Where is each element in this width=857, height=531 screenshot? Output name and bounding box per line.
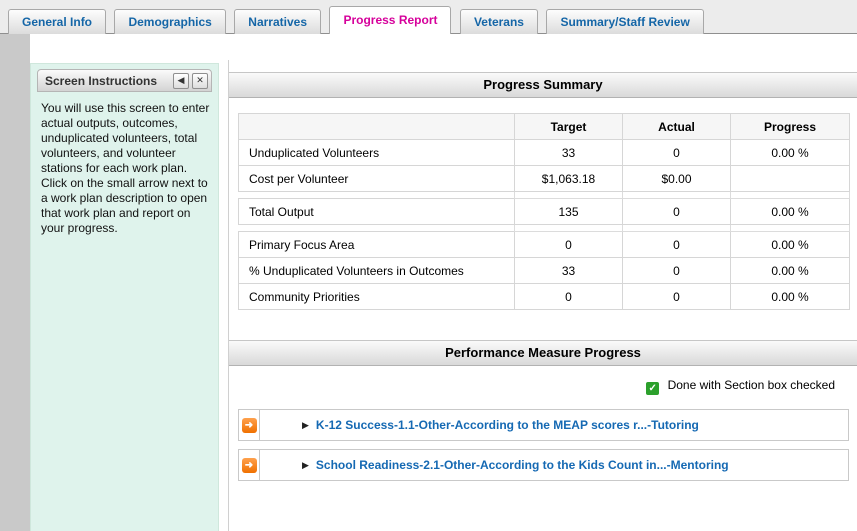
screen-instructions-title: Screen Instructions <box>45 73 158 88</box>
column-actual: Actual <box>622 113 731 140</box>
progress-cell <box>730 165 850 192</box>
performance-measure-content: ▶ School Readiness-2.1-Other-According t… <box>260 450 848 480</box>
target-cell: 33 <box>514 257 623 284</box>
progress-summary-table: Target Actual Progress Unduplicated Volu… <box>238 113 850 310</box>
tab-bar: General Info Demographics Narratives Pro… <box>0 0 857 34</box>
tab-label: Progress Report <box>343 13 438 27</box>
progress-cell: 0.00 % <box>730 198 850 225</box>
actual-cell: 0 <box>622 231 731 258</box>
target-cell: 33 <box>514 139 623 166</box>
tab-demographics[interactable]: Demographics <box>114 9 226 34</box>
table-row: Primary Focus Area 0 0 0.00 % <box>238 231 850 258</box>
goto-arrow-icon[interactable]: ➜ <box>241 417 257 433</box>
actual-cell: 0 <box>622 139 731 166</box>
performance-measure-title: Performance Measure Progress <box>445 345 641 360</box>
actual-cell: 0 <box>622 198 731 225</box>
table-row: Unduplicated Volunteers 33 0 0.00 % <box>238 139 850 166</box>
tab-general-info[interactable]: General Info <box>8 9 107 34</box>
expand-arrow-icon[interactable]: ▶ <box>302 419 309 430</box>
left-gutter <box>0 34 30 531</box>
progress-cell: 0.00 % <box>730 231 850 258</box>
goto-arrow-icon[interactable]: ➜ <box>241 457 257 473</box>
performance-measure-content: ▶ K-12 Success-1.1-Other-According to th… <box>260 410 848 440</box>
progress-cell: 0.00 % <box>730 257 850 284</box>
checked-checkbox-icon: ✓ <box>646 382 660 395</box>
performance-measure-link[interactable]: K-12 Success-1.1-Other-According to the … <box>315 418 699 432</box>
row-label-cell: Community Priorities <box>238 283 515 310</box>
performance-measure-row[interactable]: ➜ ▶ School Readiness-2.1-Other-According… <box>238 449 849 481</box>
progress-cell: 0.00 % <box>730 283 850 310</box>
main-panel: Progress Summary Target Actual Progress … <box>228 60 857 531</box>
table-row: Total Output 135 0 0.00 % <box>238 198 850 225</box>
tab-label: Demographics <box>128 15 212 29</box>
tab-label: Veterans <box>473 15 524 29</box>
row-label-cell: Primary Focus Area <box>238 231 515 258</box>
close-panel-button[interactable]: ✕ <box>192 72 208 89</box>
legend-text: Done with Section box checked <box>667 378 835 392</box>
tab-summary-staff-review[interactable]: Summary/Staff Review <box>546 9 704 34</box>
tab-label: General Info <box>22 15 93 29</box>
done-section-legend: ✓ Done with Section box checked <box>229 378 857 395</box>
row-label-cell: Total Output <box>238 198 515 225</box>
tab-narratives[interactable]: Narratives <box>234 9 321 34</box>
target-cell: 0 <box>514 231 623 258</box>
actual-cell: 0 <box>622 283 731 310</box>
target-cell: $1,063.18 <box>514 165 623 192</box>
performance-measure-row[interactable]: ➜ ▶ K-12 Success-1.1-Other-According to … <box>238 409 849 441</box>
tab-veterans[interactable]: Veterans <box>459 9 538 34</box>
table-row: Cost per Volunteer $1,063.18 $0.00 <box>238 165 850 192</box>
row-label-cell: Unduplicated Volunteers <box>238 139 515 166</box>
table-row: % Unduplicated Volunteers in Outcomes 33… <box>238 257 850 284</box>
row-label-cell: % Unduplicated Volunteers in Outcomes <box>238 257 515 284</box>
progress-summary-header: Progress Summary <box>229 72 857 98</box>
performance-measure-link[interactable]: School Readiness-2.1-Other-According to … <box>315 458 729 472</box>
goto-cell: ➜ <box>239 450 260 480</box>
table-spacer-row <box>239 191 850 199</box>
screen-instructions-panel: Screen Instructions ◀ ✕ You will use thi… <box>30 63 219 531</box>
actual-cell: $0.00 <box>622 165 731 192</box>
actual-cell: 0 <box>622 257 731 284</box>
tab-label: Narratives <box>248 15 307 29</box>
table-header-row: Target Actual Progress <box>238 113 850 140</box>
tab-label: Summary/Staff Review <box>560 15 690 29</box>
column-target: Target <box>514 113 623 140</box>
expand-arrow-icon[interactable]: ▶ <box>302 459 309 470</box>
screen-instructions-text: You will use this screen to enter actual… <box>41 101 210 235</box>
collapse-panel-button[interactable]: ◀ <box>173 72 189 89</box>
tab-progress-report[interactable]: Progress Report <box>329 6 452 34</box>
progress-cell: 0.00 % <box>730 139 850 166</box>
screen-instructions-header: Screen Instructions ◀ ✕ <box>37 69 212 92</box>
target-cell: 0 <box>514 283 623 310</box>
table-spacer-row <box>239 224 850 232</box>
close-icon: ✕ <box>196 75 204 85</box>
progress-summary-title: Progress Summary <box>483 77 603 92</box>
performance-measure-header: Performance Measure Progress <box>229 340 857 366</box>
column-progress: Progress <box>730 113 850 140</box>
column-blank <box>238 113 515 140</box>
target-cell: 135 <box>514 198 623 225</box>
collapse-icon: ◀ <box>177 75 185 85</box>
table-row: Community Priorities 0 0 0.00 % <box>238 283 850 310</box>
goto-cell: ➜ <box>239 410 260 440</box>
row-label-cell: Cost per Volunteer <box>238 165 515 192</box>
